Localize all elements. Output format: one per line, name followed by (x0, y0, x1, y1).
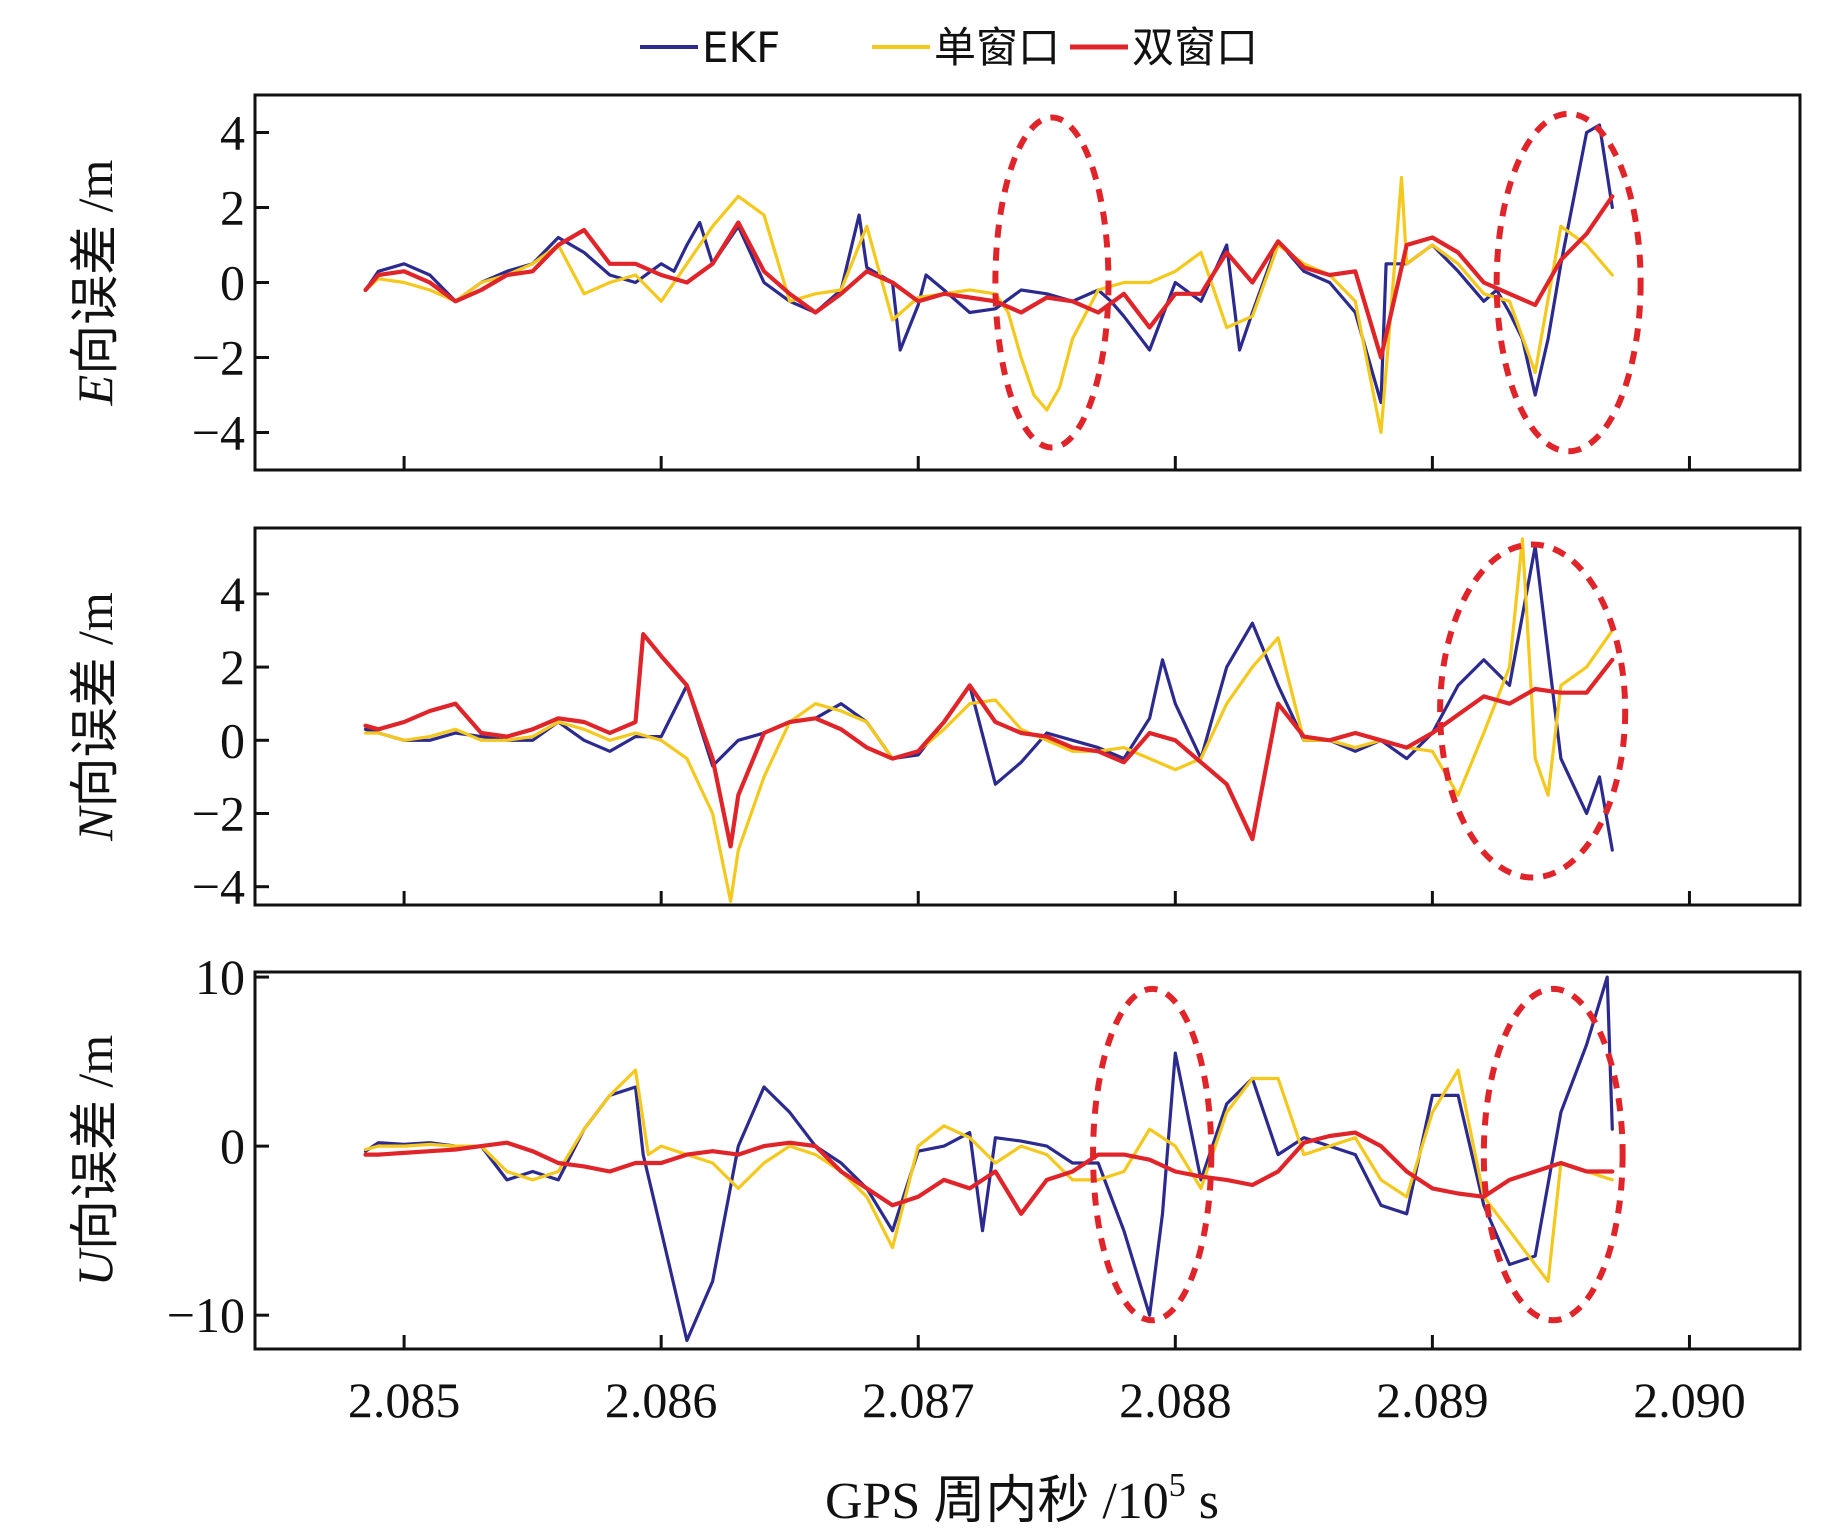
x-axis-label-main: GPS 周内秒 /10 (825, 1473, 1169, 1530)
ytick-label-U-2: 10 (195, 949, 245, 1005)
panel-series-E (363, 123, 1615, 435)
ytick-label-N-4: 4 (220, 566, 245, 622)
series-single-E (363, 175, 1614, 435)
y-axis-label-rest: 向误差 /m (67, 159, 123, 374)
series-ekf-N (363, 544, 1614, 852)
legend: EKF 单窗口 双窗口 (640, 23, 1258, 72)
panel-series-N (363, 537, 1615, 903)
x-axis-label-unit: s (1186, 1473, 1219, 1530)
highlight-ellipse-N-0 (1437, 541, 1629, 881)
highlight-ellipse-U-0 (1090, 985, 1215, 1324)
ytick-label-E-4: 4 (220, 105, 245, 161)
series-single-N (363, 537, 1614, 903)
ytick-label-E-1: −2 (192, 330, 245, 386)
highlight-ellipse-U-1 (1480, 985, 1626, 1324)
highlight-ellipse-E-0 (992, 114, 1112, 451)
highlight-ellipse-E-1 (1493, 110, 1644, 455)
y-axis-label-U: U向误差 /m (67, 1035, 123, 1287)
series-single-U (363, 1068, 1614, 1283)
panel-series-U (363, 975, 1615, 1343)
ytick-label-N-0: −4 (192, 859, 245, 915)
xtick-label-1: 2.086 (605, 1372, 718, 1428)
y-axis-label-E: E向误差 /m (67, 159, 123, 406)
legend-label-1: 单窗口 (934, 23, 1060, 72)
panel-U: −10 0 10 2.085 2.086 2.087 2.088 2.089 2.090 U向误差… (67, 949, 1802, 1428)
series-ekf-E (363, 123, 1614, 405)
xtick-label-3: 2.088 (1119, 1372, 1232, 1428)
y-axis-label-N: N向误差 /m (67, 592, 123, 842)
xtick-label-4: 2.089 (1376, 1372, 1489, 1428)
xtick-label-2: 2.087 (862, 1372, 975, 1428)
ytick-label-E-2: 0 (220, 255, 245, 311)
panel-frame-N (253, 526, 1802, 907)
series-double-E (363, 194, 1615, 360)
ytick-label-U-1: 0 (220, 1118, 245, 1174)
x-axis-label: GPS 周内秒 /105 s (825, 1467, 1219, 1530)
y-axis-label-rest: 向误差 /m (67, 592, 123, 807)
y-axis-label-var: U (67, 1247, 123, 1286)
ytick-label-N-3: 2 (220, 639, 245, 695)
series-double-N (363, 632, 1615, 849)
ytick-label-U-0: −10 (167, 1287, 245, 1343)
xtick-label-0: 2.085 (348, 1372, 461, 1428)
y-axis-label-rest: 向误差 /m (67, 1035, 123, 1250)
legend-label-0: EKF (702, 23, 780, 72)
y-axis-label-var: E (67, 375, 123, 407)
ytick-label-E-0: −4 (192, 405, 245, 461)
ytick-label-N-1: −2 (192, 785, 245, 841)
panel-N: −4 −2 0 2 4 N向误差 /m (67, 526, 1802, 915)
ytick-label-N-2: 0 (220, 712, 245, 768)
panel-E: −4 −2 0 2 4 E向误差 /m (67, 93, 1802, 472)
series-double-U (363, 1130, 1615, 1216)
ytick-label-E-3: 2 (220, 180, 245, 236)
legend-label-2: 双窗口 (1132, 23, 1258, 72)
xtick-label-5: 2.090 (1633, 1372, 1746, 1428)
y-axis-label-var: N (67, 805, 123, 842)
x-axis-label-exponent: 5 (1169, 1467, 1186, 1504)
panel-frame-U (253, 970, 1802, 1351)
